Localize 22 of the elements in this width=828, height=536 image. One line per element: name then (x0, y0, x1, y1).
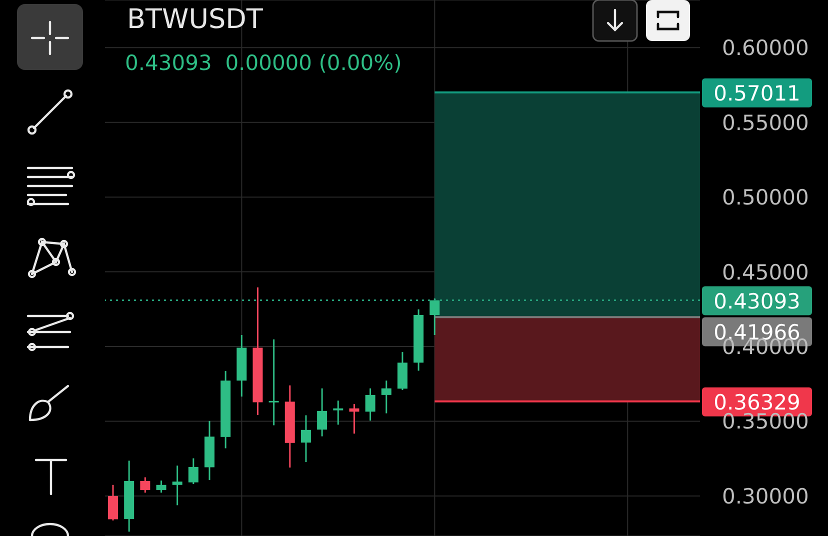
candlestick (268, 338, 279, 426)
candlestick (381, 380, 392, 414)
candlestick (140, 476, 150, 494)
candlestick (430, 298, 440, 336)
chart-title: BTWUSDT (127, 4, 263, 35)
ref-line-label: 0.43093 (714, 289, 800, 314)
y-tick-label: 0.60000 (722, 36, 809, 60)
candlestick (317, 388, 328, 438)
candlestick (156, 480, 166, 494)
y-tick-label: 0.50000 (722, 186, 809, 210)
text: 0.43093 0.00000 (0.00%) (125, 51, 402, 75)
y-tick-label: 0.45000 (722, 260, 809, 284)
y-tick-label: 0.30000 (722, 484, 809, 508)
candlestick (300, 414, 311, 463)
candlestick (365, 388, 376, 422)
y-tick-label: 0.55000 (722, 110, 809, 135)
candlestick (108, 484, 118, 522)
candlestick (349, 403, 360, 434)
candlestick (172, 464, 182, 506)
ref-line-label: 0.57011 (714, 81, 800, 106)
candlestick (333, 400, 344, 426)
candlestick (188, 458, 198, 485)
